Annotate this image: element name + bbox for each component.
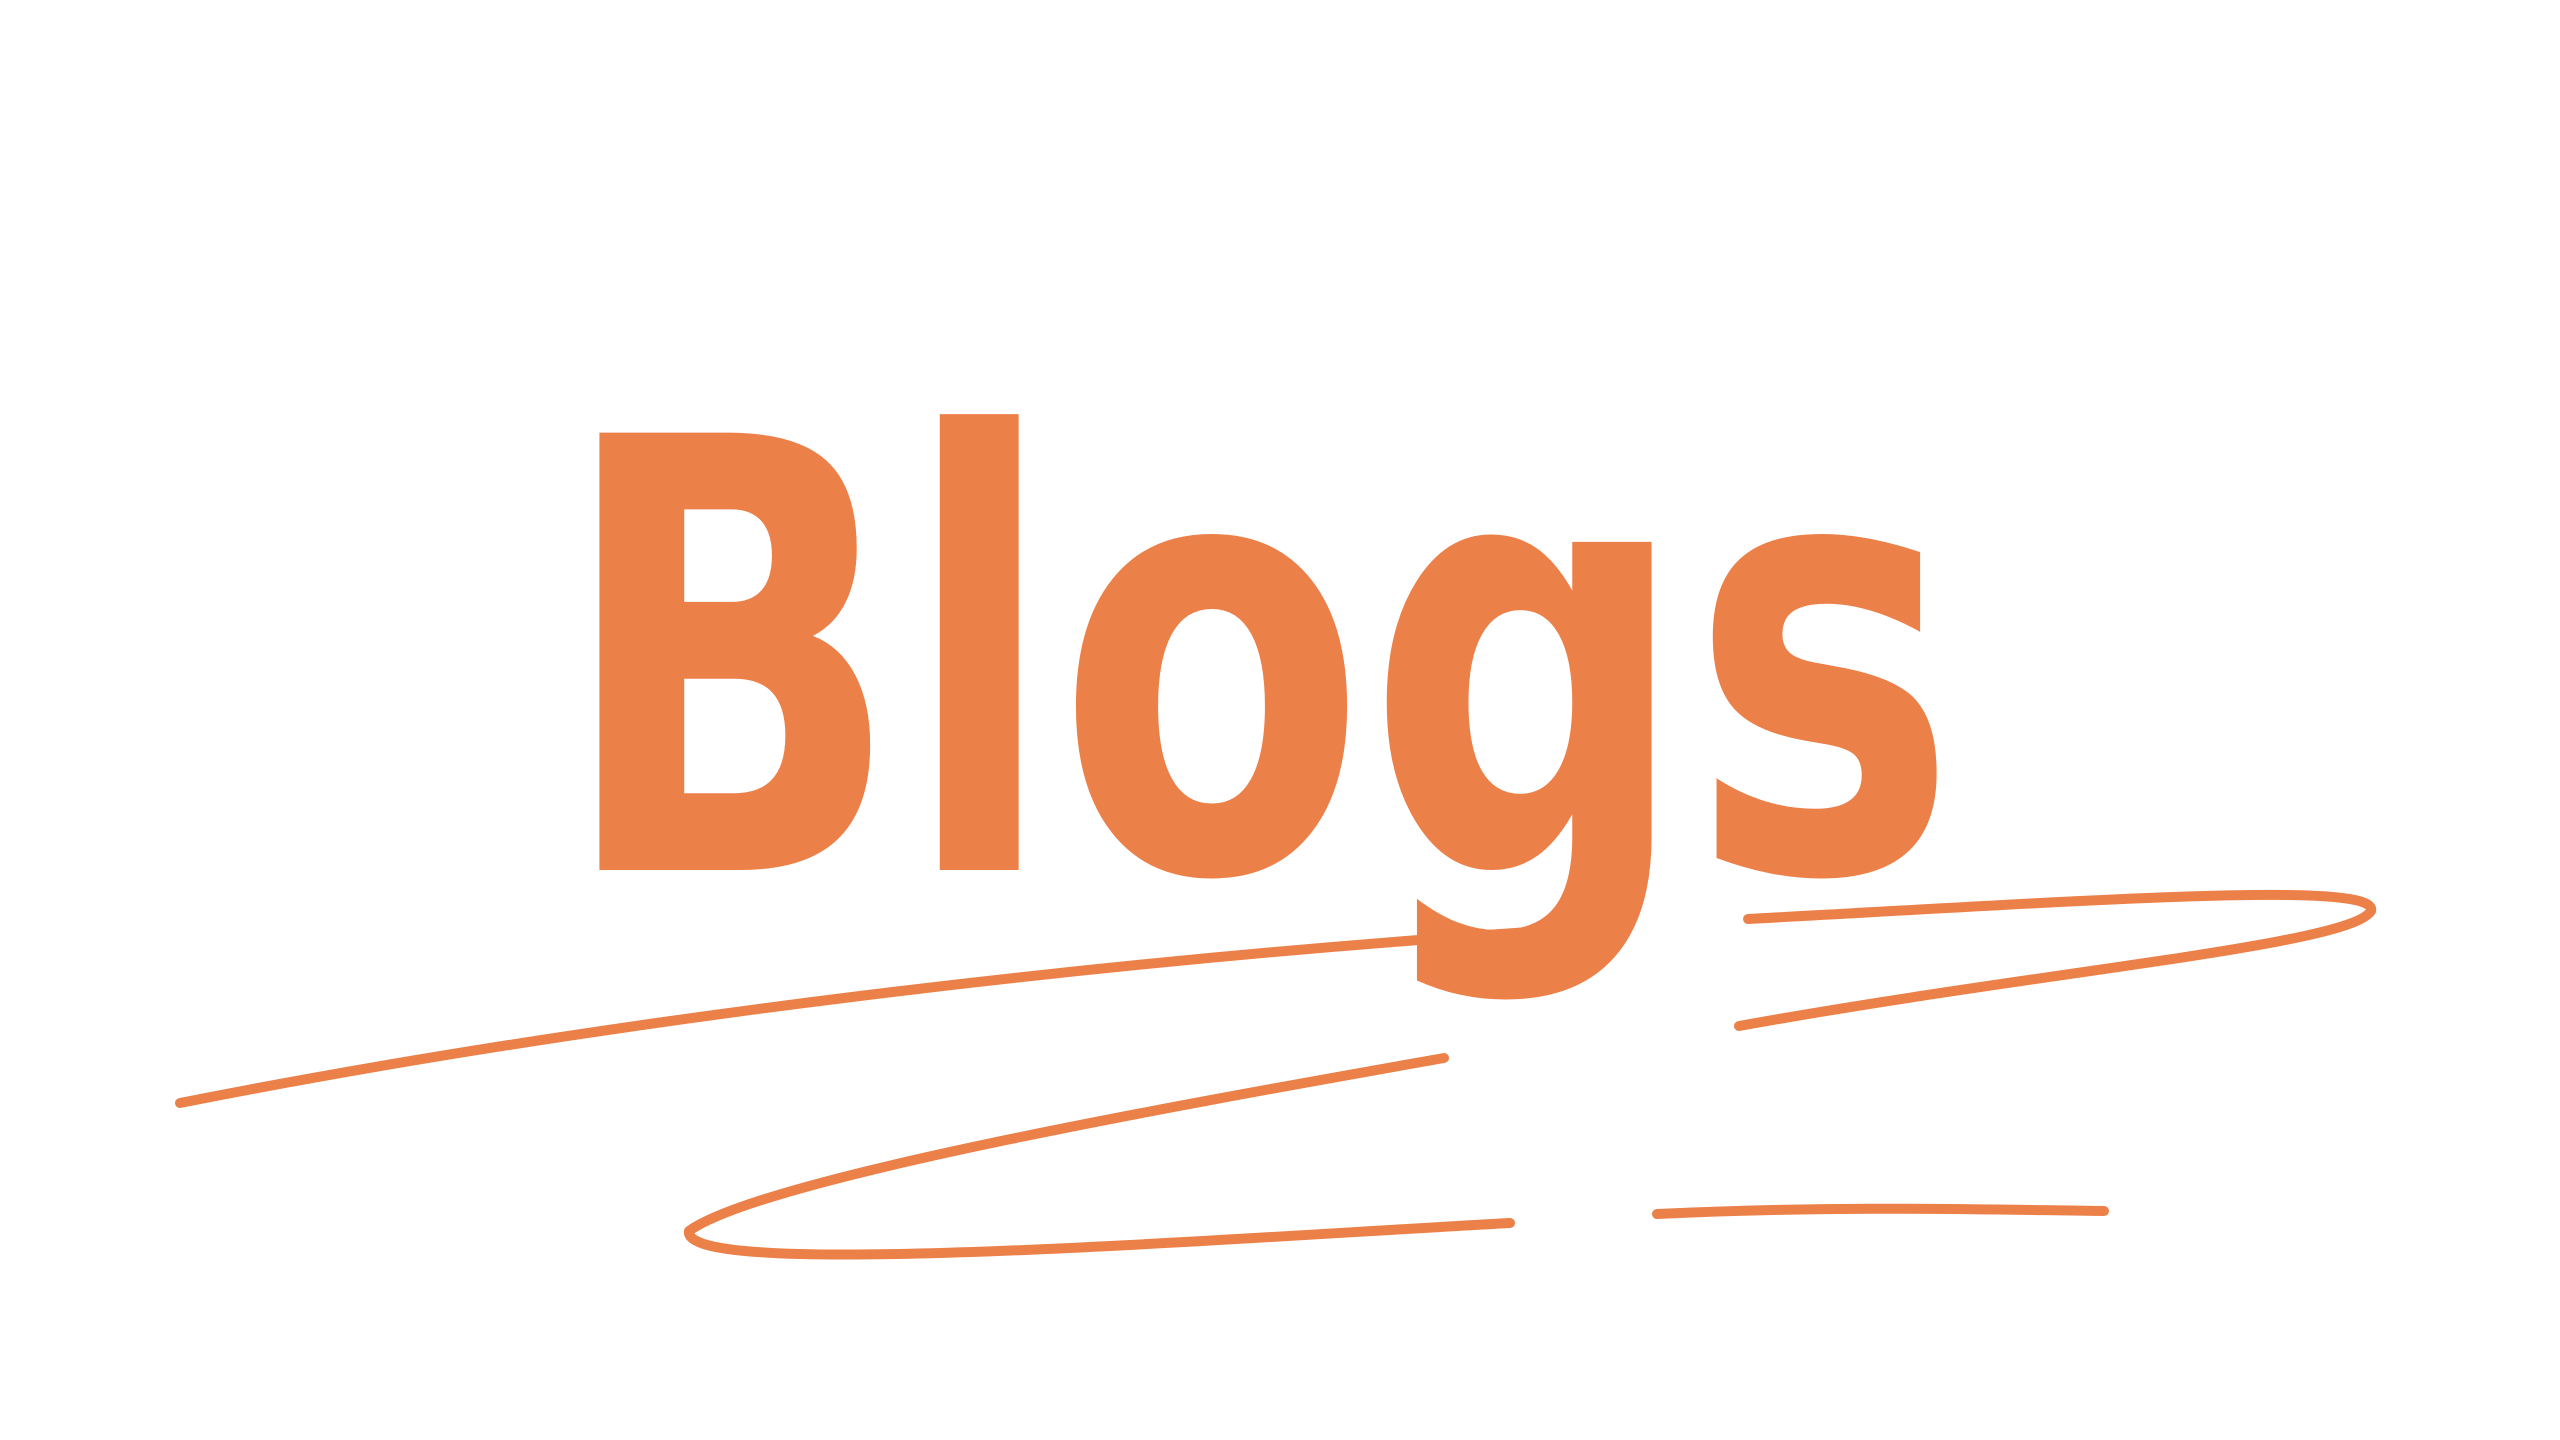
swoosh-underline [175, 889, 2377, 1260]
title: Blogs [558, 313, 1958, 1012]
